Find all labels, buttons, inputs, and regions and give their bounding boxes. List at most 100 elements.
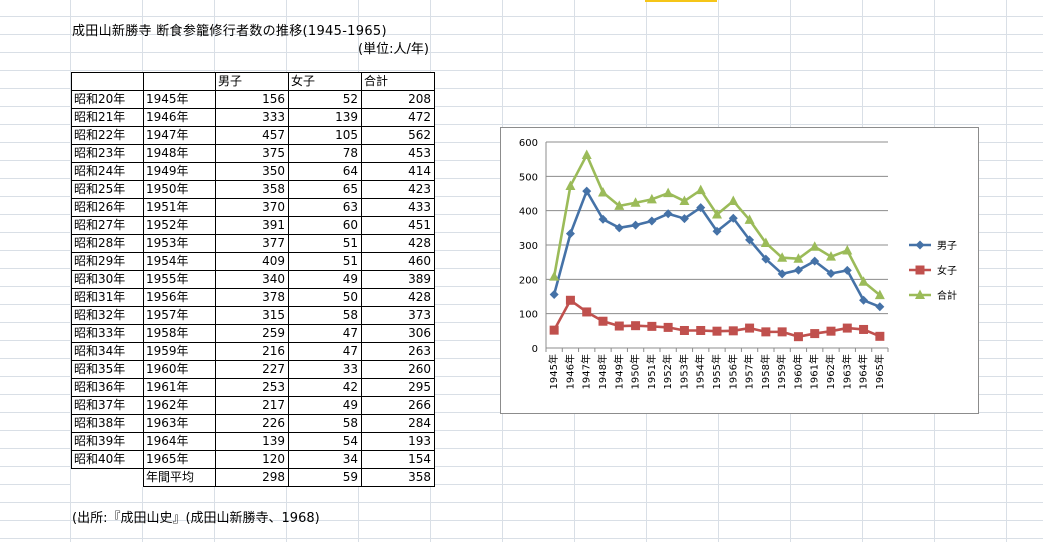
- cell-era: 昭和36年: [71, 378, 144, 397]
- cell-year: 1948年: [143, 144, 216, 163]
- data-point: [565, 295, 575, 305]
- cell-era: 昭和39年: [71, 432, 144, 451]
- y-tick-label: 400: [519, 207, 538, 218]
- cell-total: 453: [361, 144, 435, 163]
- data-point: [777, 252, 788, 262]
- cell-male: 358: [215, 180, 289, 199]
- cell-era: 昭和22年: [71, 126, 144, 145]
- cell-female: 51: [288, 252, 362, 271]
- data-point: [614, 223, 624, 233]
- cell-year: 1952年: [143, 216, 216, 235]
- x-tick-label: 1947年: [580, 354, 593, 389]
- table-average-row: 年間平均 298 59 358: [71, 468, 435, 487]
- data-point: [712, 326, 722, 336]
- legend-label: 合計: [937, 289, 957, 302]
- cell-total: 460: [361, 252, 435, 271]
- data-point: [631, 321, 641, 331]
- table-row: 昭和23年 1948年 375 78 453: [71, 144, 435, 163]
- cell-year: 1945年: [143, 90, 216, 109]
- data-point: [745, 323, 755, 333]
- cell-year: 1961年: [143, 378, 216, 397]
- cell-female: 58: [288, 414, 362, 433]
- average-female: 59: [288, 468, 362, 487]
- cell-male: 457: [215, 126, 289, 145]
- cell-female: 49: [288, 270, 362, 289]
- cell-total: 433: [361, 198, 435, 217]
- cell-total: 389: [361, 270, 435, 289]
- table-row: 昭和32年 1957年 315 58 373: [71, 306, 435, 325]
- x-tick-label: 1953年: [677, 354, 690, 389]
- data-point: [663, 209, 673, 219]
- cell-female: 49: [288, 396, 362, 415]
- data-point: [598, 214, 608, 224]
- cell-year: 1964年: [143, 432, 216, 451]
- data-point: [874, 289, 885, 300]
- line-chart[interactable]: 0 100 200 300 400 500 600 1945年 1946年 1947年 1948年 1…: [500, 127, 979, 414]
- average-label: 年間平均: [143, 468, 216, 487]
- cell-total: 284: [361, 414, 435, 433]
- data-point: [646, 193, 657, 204]
- table-row: 昭和31年 1956年 378 50 428: [71, 288, 435, 307]
- table-row: 昭和34年 1959年 216 47 263: [71, 342, 435, 361]
- cell-year: 1963年: [143, 414, 216, 433]
- table-row: 昭和27年 1952年 391 60 451: [71, 216, 435, 235]
- header-total: 合計: [361, 72, 435, 91]
- cell-male: 378: [215, 288, 289, 307]
- cell-total: 414: [361, 162, 435, 181]
- cell-female: 50: [288, 288, 362, 307]
- cell-female: 47: [288, 324, 362, 343]
- x-tick-label: 1946年: [563, 354, 576, 389]
- cell-total: 154: [361, 450, 435, 469]
- data-point: [581, 149, 592, 160]
- cell-era: 昭和21年: [71, 108, 144, 127]
- table-row: 昭和37年 1962年 217 49 266: [71, 396, 435, 415]
- cell-female: 105: [288, 126, 362, 145]
- cell-total: 428: [361, 234, 435, 253]
- cell-female: 63: [288, 198, 362, 217]
- data-point: [761, 254, 771, 264]
- data-point: [679, 325, 689, 335]
- average-male: 298: [215, 468, 289, 487]
- cell-male: 156: [215, 90, 289, 109]
- table-row: 昭和36年 1961年 253 42 295: [71, 378, 435, 397]
- data-point: [630, 197, 641, 207]
- cell-era: 昭和33年: [71, 324, 144, 343]
- data-point: [915, 265, 925, 275]
- x-tick-label: 1957年: [743, 354, 756, 389]
- data-point: [915, 289, 925, 299]
- table-row: 昭和38年 1963年 226 58 284: [71, 414, 435, 433]
- cell-era: 昭和30年: [71, 270, 144, 289]
- data-point: [842, 265, 852, 275]
- data-point: [582, 307, 592, 317]
- x-tick-label: 1949年: [612, 354, 625, 389]
- table-row: 昭和29年 1954年 409 51 460: [71, 252, 435, 271]
- cell-era: 昭和25年: [71, 180, 144, 199]
- cell-year: 1957年: [143, 306, 216, 325]
- data-point: [761, 327, 771, 337]
- cell-male: 391: [215, 216, 289, 235]
- data-point: [793, 253, 804, 263]
- cell-female: 51: [288, 234, 362, 253]
- data-point: [777, 269, 787, 279]
- cell-era: 昭和29年: [71, 252, 144, 271]
- cell-year: 1955年: [143, 270, 216, 289]
- unit-note: (単位:人/年): [358, 42, 429, 57]
- data-point: [712, 208, 722, 219]
- cell-year: 1965年: [143, 450, 216, 469]
- data-point: [663, 187, 674, 198]
- cell-year: 1960年: [143, 360, 216, 379]
- cell-male: 120: [215, 450, 289, 469]
- cell-year: 1950年: [143, 180, 216, 199]
- cell-year: 1959年: [143, 342, 216, 361]
- sheet-title: 成田山新勝寺 断食参籠修行者数の推移(1945-1965): [72, 24, 387, 39]
- data-point: [728, 326, 738, 336]
- cell-female: 60: [288, 216, 362, 235]
- table-row: 昭和25年 1950年 358 65 423: [71, 180, 435, 199]
- data-point: [728, 195, 739, 206]
- data-point: [695, 184, 706, 195]
- cell-male: 227: [215, 360, 289, 379]
- cell-male: 375: [215, 144, 289, 163]
- source-note: (出所:『成田山史』(成田山新勝寺、1968): [72, 511, 320, 526]
- table-row: 昭和30年 1955年 340 49 389: [71, 270, 435, 289]
